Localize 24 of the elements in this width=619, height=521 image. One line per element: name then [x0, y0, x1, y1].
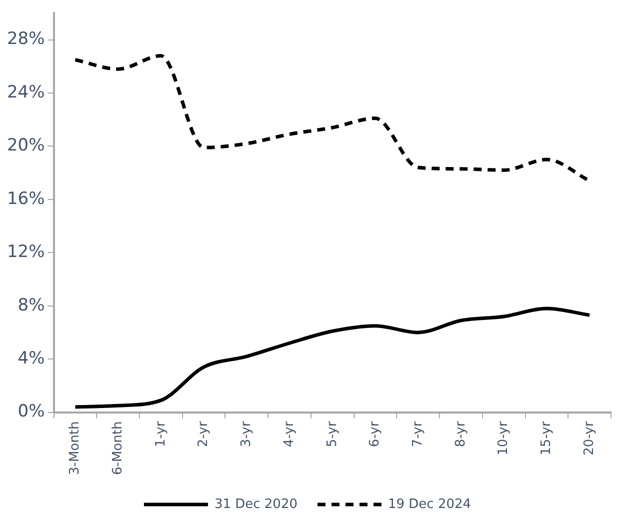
y-tick-label: 4%: [18, 348, 45, 368]
y-tick-label: 20%: [6, 136, 45, 156]
y-tick-label: 12%: [6, 242, 45, 262]
legend-label: 19 Dec 2024: [388, 496, 472, 512]
x-tick-label: 6-Month: [110, 421, 126, 476]
y-tick-label: 16%: [6, 188, 45, 209]
x-tick-label: 3-Month: [68, 421, 83, 476]
x-tick-label: 4-yr: [282, 420, 297, 448]
x-tick-label: 6-yr: [368, 420, 383, 448]
x-tick-label: 20-yr: [582, 420, 597, 456]
y-tick-label: 8%: [18, 295, 45, 316]
legend-label: 31 Dec 2020: [214, 496, 298, 512]
x-tick-label: 1-yr: [153, 420, 168, 448]
x-tick-label: 5-yr: [324, 420, 340, 448]
y-tick-label: 28%: [6, 29, 45, 50]
y-tick-label: 24%: [6, 82, 45, 102]
line-series: [73, 306, 592, 409]
x-tick-label: 8-yr: [453, 420, 468, 448]
x-tick-label: 7-yr: [410, 420, 426, 448]
x-tick-label: 10-yr: [496, 420, 512, 456]
x-tick-label: 2-yr: [196, 420, 212, 448]
x-tick-label: 3-yr: [239, 420, 254, 448]
x-tick-label: 15-yr: [539, 420, 554, 456]
y-tick-label: 0%: [18, 402, 45, 422]
